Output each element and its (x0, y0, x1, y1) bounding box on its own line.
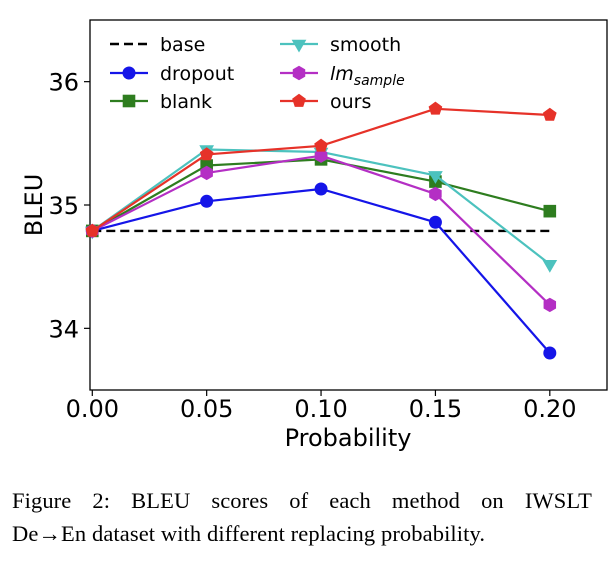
x-axis-label: Probability (285, 424, 412, 452)
ours-point (199, 147, 214, 161)
legend-entry-smooth: smooth (280, 34, 401, 56)
figure-caption: Figure 2: BLEU scores of each method on … (12, 484, 592, 550)
series-layer (84, 101, 558, 360)
ours-point (542, 107, 557, 121)
dropout-point (428, 215, 442, 229)
caption-dataset-source: De (12, 521, 39, 546)
legend-swatch-marker (122, 94, 136, 108)
lm_sample-point (200, 165, 213, 181)
legend-entry-blank: blank (110, 91, 212, 113)
legend-entry-ours: ours (280, 91, 371, 113)
legend-entry-lm_sample: lmsample (280, 63, 405, 89)
dropout-point (543, 346, 557, 360)
y-axis-label: BLEU (20, 174, 48, 237)
lm_sample-point (429, 186, 442, 202)
legend-label: lmsample (330, 63, 405, 89)
legend-label: ours (330, 91, 371, 113)
y-tick-label: 36 (48, 69, 79, 97)
legend-label: dropout (160, 63, 234, 85)
dropout-line (92, 187, 551, 354)
legend-label: blank (160, 91, 212, 113)
caption-line-1: Figure 2: BLEU scores of each method on … (12, 488, 592, 513)
legend-swatch-marker (122, 66, 136, 80)
legend-entry-base: base (110, 34, 205, 56)
caption-line-2-rest: En dataset with different replacing prob… (61, 521, 486, 546)
plot-area (84, 19, 608, 391)
series-ours (85, 101, 557, 237)
legend-label: smooth (330, 34, 401, 56)
dropout-point (314, 182, 328, 196)
smooth-point (542, 259, 558, 273)
y-tick-label: 35 (48, 192, 79, 220)
x-tick-label: 0.05 (180, 395, 233, 423)
x-tick-label: 0.15 (409, 395, 462, 423)
axes-layer: 0.00 0.05 0.10 0.15 0.20 34 35 36 (48, 69, 576, 423)
lm_sample-point (543, 297, 557, 313)
ours-point (85, 223, 100, 237)
y-tick-label: 34 (48, 315, 79, 343)
caption-line-2: De→En dataset with different replacing p… (12, 517, 592, 550)
x-tick-label: 0.20 (523, 395, 576, 423)
smooth-line (91, 148, 551, 266)
blank-point (543, 204, 557, 218)
x-tick-label: 0.10 (294, 395, 347, 423)
ours-point (428, 101, 443, 115)
ours-point (314, 138, 328, 152)
series-dropout (85, 182, 557, 360)
smooth-point (428, 171, 443, 184)
legend-swatch-marker (292, 65, 306, 81)
legend-swatch-marker (291, 39, 307, 53)
legend-swatch-marker (292, 93, 306, 107)
x-tick-label: 0.00 (66, 395, 119, 423)
caption-arrow: → (38, 521, 62, 546)
lm_sample-point (314, 148, 328, 163)
legend-entry-dropout: dropout (110, 63, 234, 85)
legend-label: base (160, 34, 205, 56)
dropout-point (200, 194, 214, 208)
bleu-line-chart: 0.00 0.05 0.10 0.15 0.20 34 35 36 base dropout bl… (20, 19, 608, 452)
